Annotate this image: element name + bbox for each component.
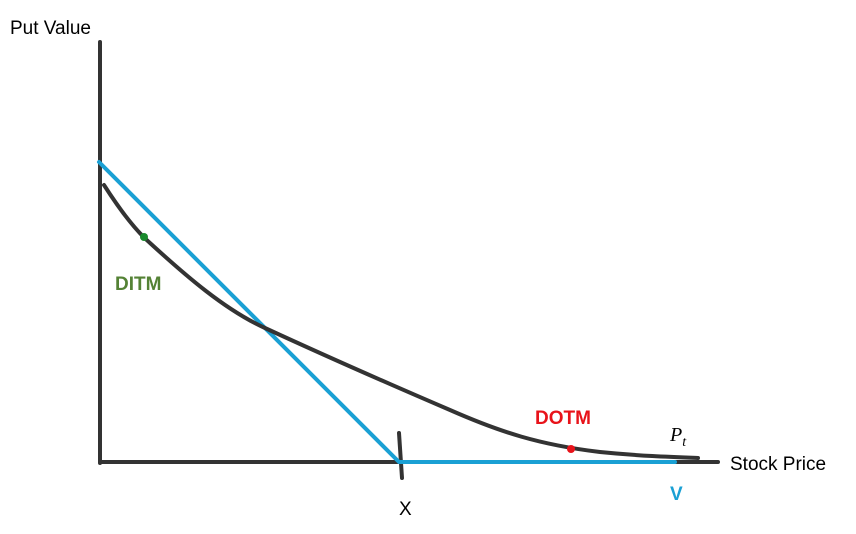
put-curve-label: Pt [669,424,687,450]
put-curve-label-sub: t [682,435,687,450]
payoff-line [97,160,677,464]
ditm-label: DITM [115,274,161,295]
put-curve-label-main: P [669,424,682,446]
strike-label: X [399,499,412,520]
payoff-label: V [670,484,683,505]
y-axis-label: Put Value [10,18,91,39]
dotm-point [567,445,575,453]
put-value-curve [102,183,700,460]
x-axis-label: Stock Price [730,454,826,475]
dotm-label: DOTM [535,408,591,429]
ditm-point [140,233,148,241]
strike-tick [397,431,404,480]
